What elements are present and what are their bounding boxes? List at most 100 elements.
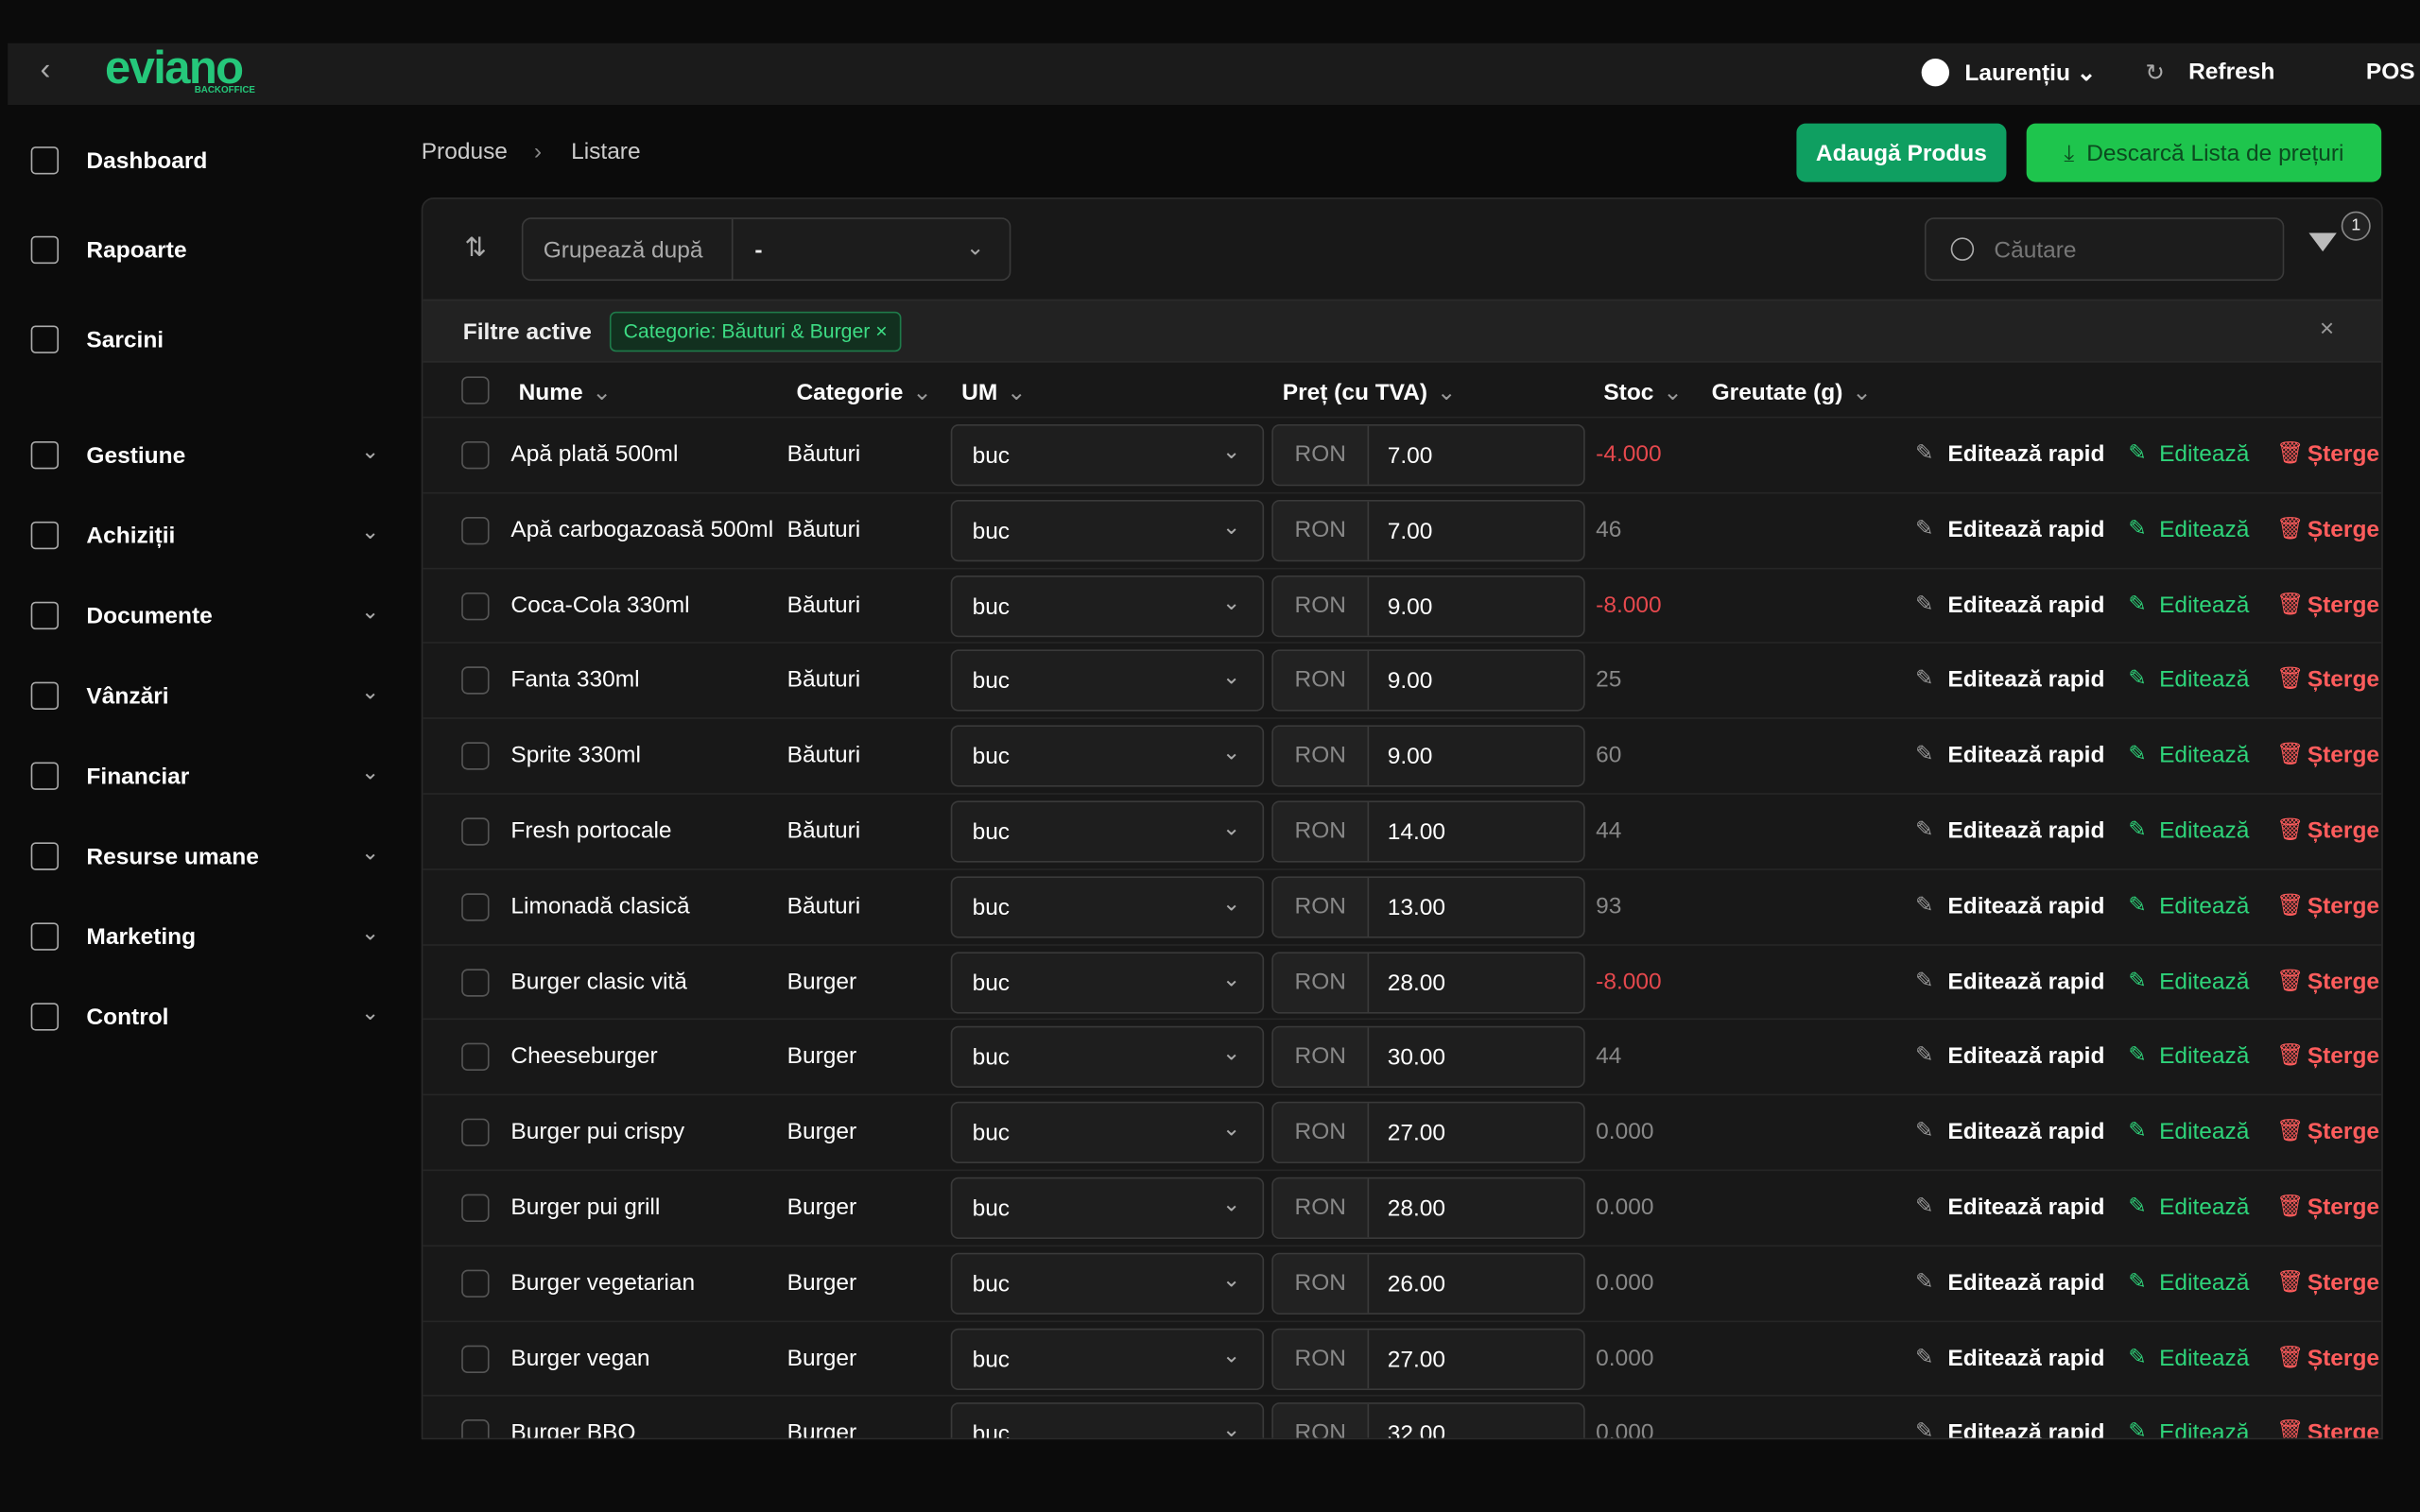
action-button[interactable]: Șterge [2307,1194,2380,1221]
action-button[interactable]: Șterge [2307,1118,2380,1145]
action-button[interactable]: Editează rapid [1947,1269,2105,1297]
price-input[interactable]: RON 27.00 [1271,1328,1585,1390]
add-button[interactable]: Adaugă Produs [1796,123,2007,182]
sidebar-item[interactable]: Achiziții [86,523,176,550]
column-header[interactable]: Categorie ⌄ [796,378,931,406]
sidebar-item[interactable]: Dashboard [86,147,208,175]
sidebar-item[interactable]: Financiar [86,764,190,790]
price-input[interactable]: RON 28.00 [1271,951,1585,1013]
price-input[interactable]: RON 13.00 [1271,876,1585,938]
um-select[interactable]: buc ⌄ [950,1328,1265,1390]
sidebar-item[interactable]: Gestiune [86,442,186,470]
um-select[interactable]: buc ⌄ [950,725,1265,787]
action-button[interactable]: Editează rapid [1947,968,2105,995]
action-button[interactable]: Editează [2159,968,2250,995]
um-select[interactable]: buc ⌄ [950,649,1265,713]
clear-filters[interactable]: × [2319,316,2335,343]
checkbox[interactable] [461,1194,490,1223]
sidebar-item[interactable]: Rapoarte [86,237,187,265]
action-button[interactable]: Șterge [2307,1269,2380,1297]
column-header[interactable]: UM ⌄ [961,378,1026,406]
sidebar-item[interactable]: Sarcini [86,327,164,353]
action-button[interactable]: Editează rapid [1947,1043,2105,1071]
user-menu[interactable]: Laurențiu ⌄ [1964,60,2097,87]
um-select[interactable]: buc ⌄ [950,423,1265,487]
column-header[interactable]: Nume ⌄ [519,378,612,406]
action-button[interactable]: Editează rapid [1947,742,2105,769]
um-select[interactable]: buc ⌄ [950,951,1265,1013]
action-button[interactable]: Editează [2159,1269,2250,1297]
checkbox[interactable] [461,440,490,470]
action-button[interactable]: Editează [2159,1194,2250,1221]
action-button[interactable]: Șterge [2307,742,2380,769]
checkbox[interactable] [461,666,490,696]
action-button[interactable]: Editează [2159,892,2250,919]
action-button[interactable]: Editează rapid [1947,1419,2105,1440]
action-button[interactable]: Editează [2159,742,2250,769]
action-button[interactable]: Șterge [2307,968,2380,995]
sidebar-item[interactable]: Resurse umane [86,844,259,870]
pos-button[interactable]: POS [2365,59,2415,85]
price-input[interactable]: RON 30.00 [1271,1026,1585,1089]
filter-button[interactable] [2308,232,2337,252]
um-select[interactable]: buc ⌄ [950,1177,1265,1240]
um-select[interactable]: buc ⌄ [950,876,1265,938]
checkbox[interactable] [461,1345,490,1373]
action-button[interactable]: Șterge [2307,516,2380,543]
action-button[interactable]: Șterge [2307,440,2380,468]
price-input[interactable]: RON 9.00 [1271,575,1585,637]
price-input[interactable]: RON 28.00 [1271,1177,1585,1240]
column-header[interactable]: Preț (cu TVA) ⌄ [1283,378,1457,406]
action-button[interactable]: Editează [2159,1118,2250,1145]
checkbox[interactable] [461,1269,490,1297]
action-button[interactable]: Editează rapid [1947,440,2105,468]
sidebar-item[interactable]: Vânzări [86,683,169,711]
action-button[interactable]: Șterge [2307,592,2380,619]
action-button[interactable]: Șterge [2307,817,2380,845]
checkbox[interactable] [461,516,490,544]
action-button[interactable]: Editează rapid [1947,666,2105,694]
action-button[interactable]: Șterge [2307,1419,2380,1440]
action-button[interactable]: Editează [2159,1345,2250,1371]
price-input[interactable]: RON 27.00 [1271,1102,1585,1164]
filter-chip[interactable]: Categorie: Băuturi & Burger × [609,311,902,352]
group-select[interactable]: Grupează după - ⌄ [521,217,1011,282]
checkbox[interactable] [461,968,490,997]
action-button[interactable]: Șterge [2307,892,2380,919]
action-button[interactable]: Editează rapid [1947,892,2105,919]
price-input[interactable]: RON 26.00 [1271,1252,1585,1314]
action-button[interactable]: Editează [2159,817,2250,845]
action-button[interactable]: Editează [2159,666,2250,694]
action-button[interactable]: Șterge [2307,1043,2380,1071]
price-input[interactable]: RON 7.00 [1271,423,1585,487]
um-select[interactable]: buc ⌄ [950,575,1265,637]
action-button[interactable]: Editează rapid [1947,817,2105,845]
action-button[interactable]: Editează rapid [1947,592,2105,619]
price-input[interactable]: RON 7.00 [1271,499,1585,561]
sidebar-item[interactable]: Documente [86,603,213,630]
checkbox[interactable] [461,1118,490,1147]
action-button[interactable]: Șterge [2307,666,2380,694]
checkbox[interactable] [461,1043,490,1072]
action-button[interactable]: Editează rapid [1947,1118,2105,1145]
action-button[interactable]: Editează [2159,440,2250,468]
action-button[interactable]: Șterge [2307,1345,2380,1371]
checkbox[interactable] [461,592,490,620]
action-button[interactable]: Editează rapid [1947,1345,2105,1371]
sort-toggle[interactable]: ⇅ [464,232,487,263]
download-button[interactable]: ⤓ Descarcă Lista de prețuri [2026,123,2382,182]
checkbox[interactable] [461,892,490,921]
search-box[interactable]: Căutare [1924,217,2285,282]
um-select[interactable]: buc ⌄ [950,1026,1265,1089]
um-select[interactable]: buc ⌄ [950,800,1265,863]
um-select[interactable]: buc ⌄ [950,1102,1265,1164]
refresh-button[interactable]: Refresh [2188,59,2275,85]
sidebar-item[interactable]: Control [86,1004,169,1031]
price-input[interactable]: RON 9.00 [1271,649,1585,713]
column-header[interactable]: Greutate (g) ⌄ [1712,378,1872,406]
checkbox[interactable] [461,742,490,770]
action-button[interactable]: Editează rapid [1947,516,2105,543]
price-input[interactable]: RON 9.00 [1271,725,1585,787]
price-input[interactable]: RON 32.00 [1271,1402,1585,1438]
back-button[interactable]: ‹ [40,52,51,87]
